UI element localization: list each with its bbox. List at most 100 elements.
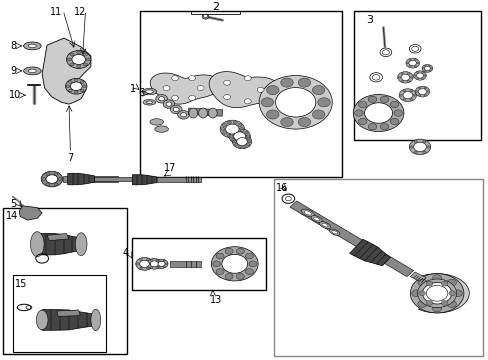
Circle shape (426, 281, 432, 286)
Circle shape (66, 50, 91, 68)
Bar (132, 238, 266, 290)
Circle shape (222, 255, 247, 273)
Polygon shape (68, 174, 94, 185)
Circle shape (140, 267, 142, 269)
Circle shape (416, 78, 418, 80)
Circle shape (224, 274, 233, 279)
Circle shape (409, 146, 412, 148)
Circle shape (424, 65, 426, 67)
Circle shape (413, 151, 417, 154)
Circle shape (158, 266, 160, 268)
Polygon shape (37, 233, 81, 255)
Circle shape (177, 111, 189, 119)
Circle shape (231, 139, 234, 141)
Polygon shape (57, 310, 80, 316)
Text: 2: 2 (211, 2, 218, 12)
Circle shape (413, 71, 426, 80)
Circle shape (244, 76, 251, 81)
Circle shape (222, 132, 226, 135)
Circle shape (312, 110, 324, 119)
Circle shape (136, 257, 153, 270)
Circle shape (155, 259, 167, 269)
Circle shape (266, 110, 279, 119)
Circle shape (421, 78, 423, 80)
Circle shape (402, 90, 405, 92)
Ellipse shape (75, 233, 87, 256)
Circle shape (358, 118, 366, 125)
Polygon shape (93, 177, 140, 181)
Circle shape (225, 124, 239, 134)
Circle shape (408, 59, 410, 60)
Ellipse shape (30, 232, 44, 257)
Circle shape (422, 151, 425, 154)
Polygon shape (209, 72, 280, 108)
Circle shape (41, 178, 45, 180)
Circle shape (409, 274, 463, 313)
Circle shape (150, 261, 158, 267)
Circle shape (82, 85, 86, 87)
Circle shape (163, 260, 165, 261)
Circle shape (426, 300, 432, 305)
Circle shape (236, 138, 247, 145)
Circle shape (400, 80, 403, 82)
Circle shape (233, 132, 245, 140)
Circle shape (245, 135, 249, 138)
Circle shape (68, 81, 72, 83)
Circle shape (409, 98, 412, 100)
Polygon shape (157, 176, 200, 181)
Ellipse shape (91, 309, 101, 330)
Circle shape (171, 76, 178, 81)
Circle shape (415, 91, 417, 93)
Circle shape (448, 291, 455, 296)
Polygon shape (42, 310, 96, 330)
Circle shape (229, 135, 233, 138)
Circle shape (422, 68, 423, 69)
Circle shape (424, 70, 426, 72)
Circle shape (180, 113, 186, 117)
Circle shape (211, 247, 258, 281)
Text: 9: 9 (11, 66, 17, 76)
Circle shape (140, 258, 142, 261)
Polygon shape (188, 108, 223, 116)
Circle shape (412, 94, 415, 96)
Text: 1: 1 (130, 84, 136, 94)
Polygon shape (47, 234, 69, 240)
Circle shape (237, 123, 242, 127)
Circle shape (402, 92, 412, 99)
Circle shape (446, 301, 455, 307)
Circle shape (147, 258, 161, 269)
Circle shape (173, 107, 179, 112)
Text: 14: 14 (5, 211, 18, 221)
Circle shape (70, 82, 82, 90)
Circle shape (66, 85, 70, 87)
Circle shape (220, 127, 224, 131)
Circle shape (234, 137, 237, 140)
Ellipse shape (208, 108, 217, 118)
Circle shape (240, 129, 244, 132)
Circle shape (389, 102, 398, 108)
Circle shape (235, 129, 239, 132)
Circle shape (227, 134, 231, 137)
Circle shape (68, 89, 72, 92)
Polygon shape (19, 206, 42, 220)
Circle shape (418, 89, 426, 95)
Circle shape (424, 66, 429, 71)
Circle shape (233, 134, 237, 137)
Circle shape (408, 66, 410, 67)
Circle shape (220, 120, 244, 138)
Circle shape (398, 89, 416, 102)
Circle shape (77, 65, 81, 68)
Bar (3, 208, 127, 354)
Circle shape (431, 275, 441, 282)
Circle shape (352, 94, 403, 131)
Polygon shape (349, 239, 389, 266)
Circle shape (156, 94, 167, 103)
Circle shape (244, 139, 248, 141)
Circle shape (399, 94, 402, 96)
Circle shape (245, 269, 253, 275)
Ellipse shape (331, 230, 337, 234)
Polygon shape (289, 201, 413, 277)
Circle shape (70, 63, 74, 66)
Circle shape (41, 171, 62, 187)
Circle shape (354, 110, 363, 116)
